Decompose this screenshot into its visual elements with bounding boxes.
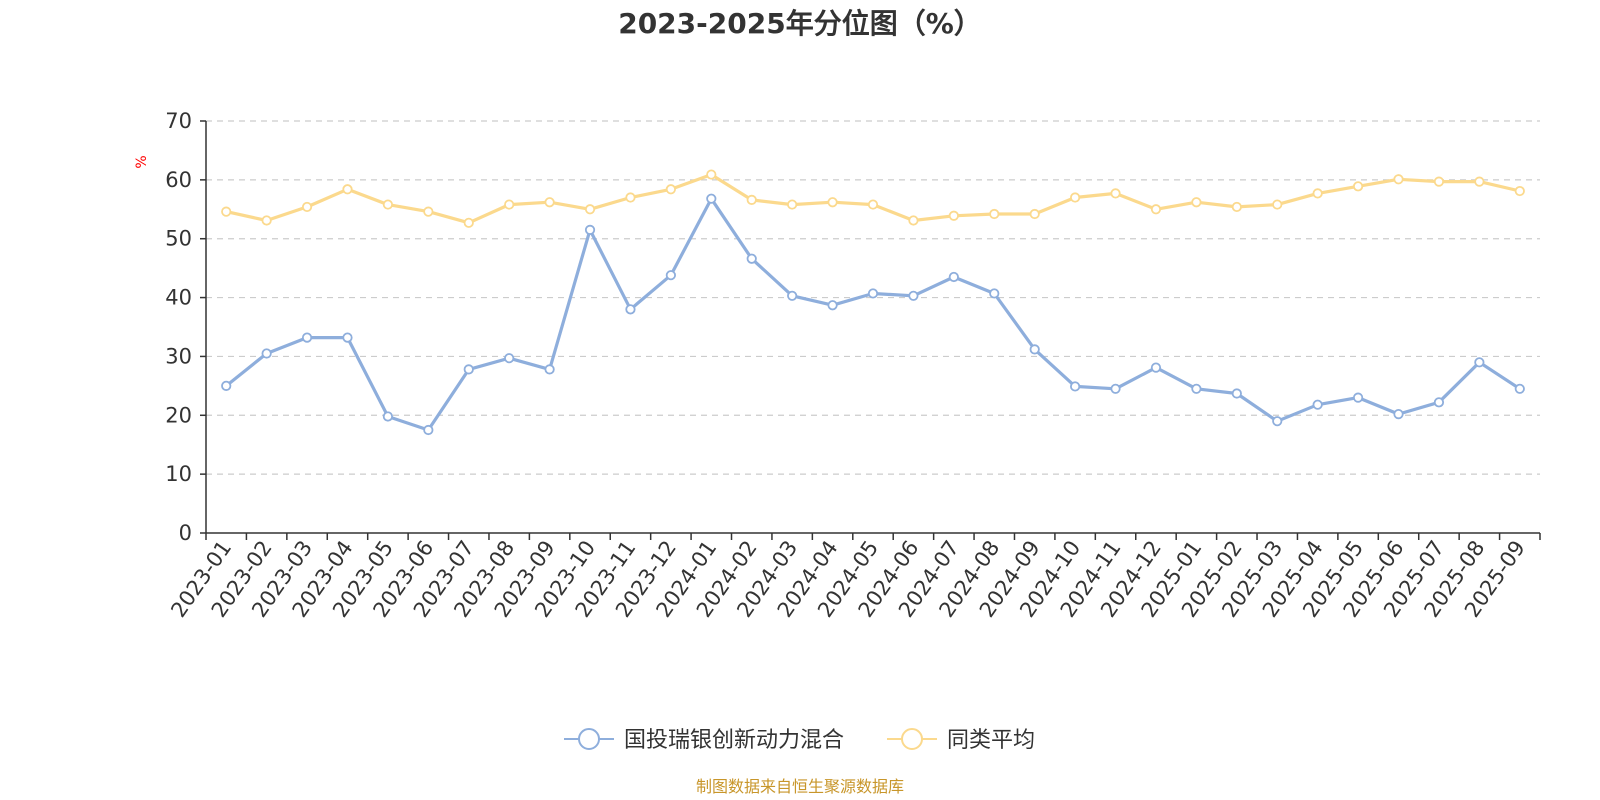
data-point: [463, 217, 474, 228]
data-point: [1272, 416, 1283, 427]
data-point: [625, 192, 636, 203]
data-point: [1191, 197, 1202, 208]
data-point: [1110, 188, 1121, 199]
data-point: [787, 290, 798, 301]
data-point: [1070, 381, 1081, 392]
y-tick-label: 20: [165, 403, 192, 427]
data-point: [584, 204, 596, 215]
data-point: [1029, 344, 1040, 355]
data-point: [827, 197, 838, 208]
data-point: [1352, 392, 1364, 403]
data-point: [1150, 204, 1162, 215]
y-tick-label: 60: [165, 168, 192, 192]
source-note: 制图数据来自恒生聚源数据库: [696, 777, 904, 796]
axes: 0102030405060702023-012023-022023-032023…: [165, 109, 1541, 622]
y-tick-label: 40: [165, 286, 192, 310]
data-point: [423, 206, 434, 217]
legend-swatch-marker: [578, 728, 600, 750]
data-point: [1474, 176, 1485, 187]
data-point: [948, 210, 959, 221]
data-point: [1191, 383, 1202, 394]
legend: 国投瑞银创新动力混合 同类平均: [564, 728, 1035, 753]
data-point: [908, 290, 919, 301]
data-point: [1150, 362, 1162, 373]
data-point: [423, 424, 434, 436]
data-point: [1433, 397, 1445, 408]
data-point: [625, 304, 636, 315]
data-point: [1474, 357, 1485, 368]
y-tick-label: 70: [165, 109, 192, 133]
data-point: [301, 332, 313, 343]
y-tick-label: 30: [165, 344, 192, 368]
data-point: [1231, 201, 1242, 213]
data-point: [1352, 181, 1364, 192]
data-point: [504, 353, 515, 364]
data-point: [584, 224, 596, 235]
chart-title: 2023-2025年分位图（%）: [618, 7, 982, 40]
data-point: [1393, 174, 1404, 185]
data-point: [1514, 383, 1525, 394]
y-tick-label: 10: [165, 462, 192, 486]
data-point: [827, 300, 838, 311]
series-line: [225, 197, 1521, 432]
data-point: [544, 197, 555, 208]
data-point: [665, 270, 676, 281]
data-point: [1110, 383, 1121, 394]
data-point: [382, 411, 394, 422]
data-point: [1272, 199, 1283, 210]
data-point: [544, 364, 555, 375]
data-point: [1070, 192, 1081, 203]
y-axis-label: %: [134, 155, 150, 168]
data-point: [463, 364, 474, 375]
data-point: [867, 199, 879, 210]
data-point: [221, 380, 232, 391]
series-line: [225, 173, 1521, 225]
data-point: [706, 193, 717, 204]
data-point: [746, 253, 757, 264]
data-point: [342, 184, 353, 195]
y-tick-label: 0: [179, 521, 192, 545]
series: [221, 169, 1525, 436]
data-point: [989, 208, 1000, 220]
data-point: [1231, 388, 1242, 399]
data-point: [504, 199, 515, 210]
legend-swatch-marker: [901, 728, 923, 750]
data-point: [746, 194, 757, 205]
data-point: [706, 169, 717, 180]
data-point: [1029, 208, 1040, 220]
data-point: [1312, 399, 1323, 410]
gridlines: [206, 120, 1540, 475]
data-point: [301, 201, 313, 213]
data-point: [867, 288, 879, 299]
data-point: [948, 271, 959, 283]
data-point: [342, 332, 353, 343]
data-point: [382, 199, 394, 210]
data-point: [989, 288, 1000, 299]
data-point: [1312, 188, 1323, 199]
data-point: [1393, 409, 1404, 420]
data-point: [261, 215, 272, 226]
data-point: [908, 215, 919, 226]
data-point: [787, 199, 798, 210]
data-point: [665, 184, 676, 195]
data-point: [221, 206, 232, 217]
y-tick-label: 50: [165, 227, 192, 251]
data-point: [1514, 185, 1525, 197]
data-point: [261, 348, 272, 359]
legend-label: 国投瑞银创新动力混合: [624, 728, 844, 753]
legend-label: 同类平均: [947, 728, 1035, 753]
data-point: [1433, 176, 1445, 187]
